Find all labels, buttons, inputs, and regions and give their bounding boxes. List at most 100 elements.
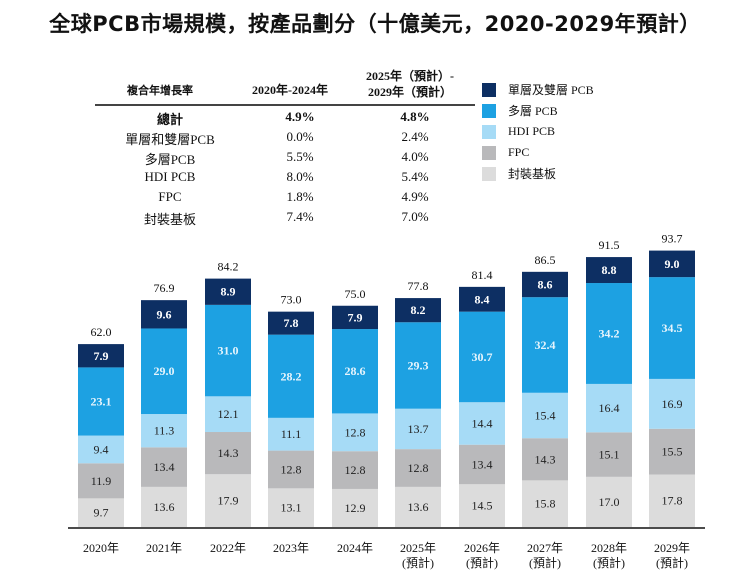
- x-tick-label: 2024年: [320, 541, 390, 556]
- data-label: 13.6: [408, 500, 429, 514]
- bar-segment: [649, 378, 695, 429]
- cagr-row-label: 封裝基板: [143, 212, 196, 227]
- legend-label: 多層 PCB: [508, 104, 558, 118]
- data-label: 28.2: [281, 369, 302, 383]
- cagr-table-row: FPC 1.8% 4.9%: [95, 186, 475, 206]
- data-label: 13.7: [408, 422, 429, 436]
- cagr-header-period-2: 2025年（預計）- 2029年（預計）: [345, 68, 475, 100]
- legend-swatch: [482, 166, 496, 181]
- x-tick-label: 2021年: [129, 541, 199, 556]
- data-label: 12.1: [218, 407, 239, 421]
- data-label: 32.4: [535, 338, 556, 352]
- bar-segment: [141, 328, 187, 415]
- x-tick-label: 2027年 (預計): [510, 541, 580, 571]
- bar-segment: [586, 432, 632, 477]
- cagr-header-label: 複合年增長率: [127, 84, 193, 97]
- cagr-row-label: HDI PCB: [144, 169, 196, 184]
- bar-segment: [395, 322, 441, 409]
- x-tick-forecast-note: (預計): [402, 556, 434, 570]
- bar-segment: [395, 486, 441, 527]
- cagr-table-body: 總計 4.9% 4.8% 單層和雙層PCB 0.0% 2.4% 多層PCB 5.5% 4.0% H…: [95, 106, 475, 227]
- legend-item: 多層 PCB: [482, 100, 594, 121]
- bar-segment: [268, 311, 314, 335]
- data-label: 14.4: [472, 416, 493, 430]
- data-label: 30.7: [472, 350, 493, 364]
- bar-segment: [141, 486, 187, 527]
- bar-segment: [141, 300, 187, 329]
- x-tick-label: 2023年: [256, 541, 326, 556]
- x-tick-year: 2025年: [399, 541, 436, 555]
- legend-swatch: [482, 82, 496, 97]
- legend-item: FPC: [482, 142, 594, 163]
- total-label: 62.0: [91, 325, 112, 339]
- total-label: 81.4: [472, 268, 493, 282]
- bar-segment: [459, 444, 505, 485]
- cagr-header-period-2-line1: 2025年（預計）-: [366, 69, 454, 83]
- cagr-row-label: 多層PCB: [144, 152, 196, 167]
- bar-segment: [78, 344, 124, 368]
- bar-segment: [78, 435, 124, 464]
- cagr-header-period-1: 2020年-2024年: [252, 83, 328, 97]
- data-label: 16.4: [599, 401, 620, 415]
- bar-segment: [332, 305, 378, 330]
- x-tick-label: 2026年 (預計): [447, 541, 517, 571]
- cagr-value-2025-2029: 4.9%: [401, 189, 429, 204]
- bar-segment: [522, 480, 568, 527]
- data-label: 12.8: [345, 463, 366, 477]
- data-label: 15.4: [535, 408, 556, 422]
- bar-segment: [332, 413, 378, 452]
- total-label: 84.2: [218, 260, 239, 274]
- cagr-value-2025-2029: 4.0%: [401, 149, 429, 164]
- data-label: 8.2: [411, 303, 426, 317]
- cagr-value-2020-2024: 4.9%: [285, 109, 315, 124]
- data-label: 8.9: [221, 285, 236, 299]
- cagr-value-2025-2029: 2.4%: [401, 129, 429, 144]
- legend-item: 單層及雙層 PCB: [482, 79, 594, 100]
- data-label: 13.4: [472, 457, 493, 471]
- legend-swatch: [482, 103, 496, 118]
- data-label: 14.3: [218, 446, 239, 460]
- cagr-header-period-2-line2: 2029年（預計）: [367, 85, 452, 99]
- data-label: 12.8: [281, 462, 302, 476]
- data-label: 12.8: [408, 461, 429, 475]
- bar-segment: [78, 367, 124, 436]
- total-label: 91.5: [599, 238, 620, 252]
- legend-item: 封裝基板: [482, 163, 594, 184]
- data-label: 12.9: [345, 501, 366, 515]
- cagr-row-label: 單層和雙層PCB: [125, 132, 215, 147]
- x-tick-label: 2022年: [193, 541, 263, 556]
- total-label: 93.7: [662, 232, 683, 246]
- x-tick-year: 2024年: [336, 541, 373, 555]
- data-label: 9.4: [94, 442, 109, 456]
- x-tick-year: 2027年: [526, 541, 563, 555]
- cagr-value-2025-2029: 4.8%: [400, 109, 430, 124]
- x-tick-year: 2021年: [145, 541, 182, 555]
- bar-segment: [522, 392, 568, 439]
- bar-segment: [268, 417, 314, 451]
- x-tick-year: 2028年: [590, 541, 627, 555]
- cagr-value-2020-2024: 8.0%: [286, 169, 314, 184]
- data-label: 34.2: [599, 326, 620, 340]
- cagr-table-row: 封裝基板 7.4% 7.0%: [95, 206, 475, 227]
- data-label: 8.8: [602, 263, 617, 277]
- data-label: 23.1: [91, 394, 112, 408]
- bar-segment: [268, 488, 314, 527]
- bar-segment: [141, 414, 187, 448]
- data-label: 11.3: [154, 424, 175, 438]
- cagr-value-2025-2029: 7.0%: [401, 209, 429, 224]
- x-tick-label: 2028年 (預計): [574, 541, 644, 571]
- bar-segment: [205, 396, 251, 433]
- data-label: 14.3: [535, 452, 556, 466]
- bar-segment: [586, 283, 632, 384]
- chart-title: 全球PCB市場規模，按產品劃分（十億美元，2020-2029年預計）: [49, 12, 701, 36]
- x-tick-forecast-note: (預計): [593, 556, 625, 570]
- bar-segment: [649, 428, 695, 475]
- data-label: 9.7: [94, 506, 109, 520]
- total-label: 86.5: [535, 253, 556, 267]
- total-label: 73.0: [281, 293, 302, 307]
- data-label: 34.5: [662, 321, 683, 335]
- data-label: 29.0: [154, 364, 175, 378]
- cagr-value-2020-2024: 0.0%: [286, 129, 314, 144]
- bar-segment: [522, 271, 568, 298]
